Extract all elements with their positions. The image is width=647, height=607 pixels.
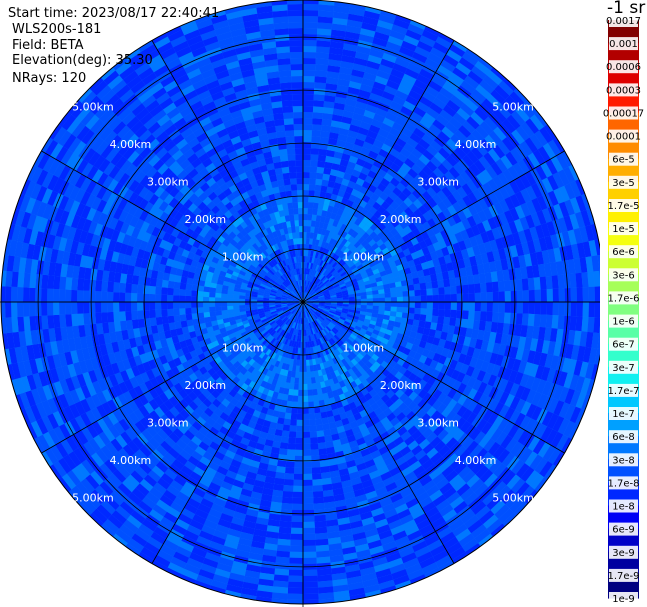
colorbar-tick-label: 6e-7	[612, 340, 635, 351]
colorbar-tick-label: 1.7e-6	[607, 293, 639, 304]
range-label: 2.00km	[185, 213, 227, 226]
range-label: 2.00km	[185, 379, 227, 392]
colorbar-tick-label: 3e-7	[612, 363, 635, 374]
range-label: 5.00km	[72, 491, 114, 504]
azimuth-spoke	[302, 301, 565, 454]
range-label: 3.00km	[147, 416, 189, 429]
range-label: 3.00km	[147, 176, 189, 189]
nrays-label: NRays: 120	[12, 71, 87, 86]
instrument-label: WLS200s-181	[12, 22, 102, 37]
colorbar-tick-label: 1e-5	[612, 224, 635, 235]
colorbar-tick-label: 1.7e-5	[607, 201, 639, 212]
colorbar: 0.0017 0.001 0.0006 0.0003 0.00017 0.0001 6e-5…	[603, 14, 644, 605]
range-label: 1.00km	[222, 251, 264, 264]
azimuth-spoke	[41, 301, 304, 454]
azimuth-spoke	[151, 301, 304, 564]
range-label: 2.00km	[380, 379, 422, 392]
azimuth-spoke	[302, 301, 455, 564]
range-label: 4.00km	[110, 454, 152, 467]
colorbar-tick-label: 0.00017	[603, 109, 644, 120]
colorbar-tick-label: 6e-9	[612, 525, 635, 536]
colorbar-tick-label: 1.7e-7	[607, 386, 639, 397]
range-label: 1.00km	[343, 342, 385, 355]
colorbar-tick-label: 6e-6	[612, 247, 635, 258]
colorbar-tick-label: 1e-9	[612, 594, 635, 605]
start-time-label: Start time: 2023/08/17 22:40:41	[8, 6, 220, 21]
range-label: 4.00km	[455, 454, 497, 467]
colorbar-tick-label: 3e-5	[612, 178, 635, 189]
colorbar-tick-label: 3e-9	[612, 548, 635, 559]
range-label: 5.00km	[492, 101, 534, 114]
colorbar-tick-label: 6e-8	[612, 432, 635, 443]
range-label: 1.00km	[343, 251, 385, 264]
range-label: 3.00km	[417, 176, 459, 189]
colorbar-tick-label: 1.7e-8	[607, 478, 639, 489]
range-label: 4.00km	[110, 138, 152, 151]
azimuth-spoke	[41, 150, 304, 303]
colorbar-tick-label: 0.001	[609, 39, 638, 50]
colorbar-unit-title: -1 sr	[607, 0, 646, 18]
colorbar-tick-label: 6e-5	[612, 155, 635, 166]
colorbar-tick-label: 3e-6	[612, 270, 635, 281]
colorbar-tick-label: 0.0003	[606, 85, 641, 96]
range-labels: 1.00km 1.00km 1.00km 1.00km 2.00km 2.00km 2.00…	[72, 101, 534, 505]
elevation-label: Elevation(deg): 35.30	[12, 53, 153, 68]
azimuth-spoke	[151, 40, 304, 303]
colorbar-tick-label: 1e-7	[612, 409, 635, 420]
colorbar-tick-label: 0.0006	[606, 62, 641, 73]
range-label: 5.00km	[72, 101, 114, 114]
range-label: 1.00km	[222, 342, 264, 355]
ppi-scan-plot: 1.00km 1.00km 1.00km 1.00km 2.00km 2.00km 2.00…	[0, 0, 600, 607]
colorbar-tick-label: 1.7e-9	[607, 571, 639, 582]
colorbar-tick-label: 3e-8	[612, 455, 635, 466]
range-label: 2.00km	[380, 213, 422, 226]
colorbar-tick-label: 1e-8	[612, 502, 635, 513]
azimuth-spoke	[302, 150, 565, 303]
polar-grid	[0, 0, 600, 607]
field-label: Field: BETA	[12, 38, 84, 53]
colorbar-tick-label: 0.0017	[606, 16, 641, 27]
azimuth-spoke	[302, 40, 455, 303]
range-label: 5.00km	[492, 491, 534, 504]
range-label: 4.00km	[455, 138, 497, 151]
colorbar-tick-label: 1e-6	[612, 317, 635, 328]
colorbar-tick-label: 0.0001	[606, 132, 641, 143]
backscatter-field	[1, 0, 600, 604]
range-label: 3.00km	[417, 416, 459, 429]
